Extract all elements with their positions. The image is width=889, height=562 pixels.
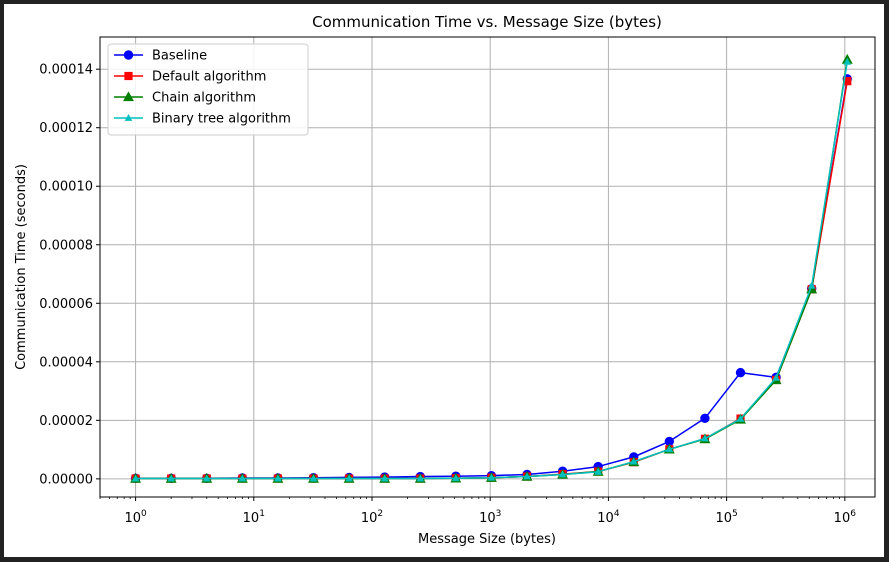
line-chart: Communication Time vs. Message Size (byt… (14, 13, 876, 547)
x-tick-label: 103 (479, 509, 501, 526)
data-point (124, 71, 133, 81)
legend-label: Chain algorithm (152, 91, 256, 106)
x-tick-label: 105 (715, 509, 737, 526)
data-point (843, 57, 852, 65)
legend-label: Baseline (152, 49, 207, 64)
data-point (131, 474, 140, 482)
x-tick-label: 101 (243, 509, 265, 526)
data-point (807, 281, 816, 289)
grid-lines (100, 37, 875, 497)
axis-ticks: 100 101 102 103 104 105 106 0.00000 0.00002 0.000… (39, 63, 856, 526)
data-point (416, 474, 425, 482)
data-point (451, 474, 460, 482)
data-point (487, 473, 496, 481)
data-point (772, 373, 780, 381)
plot-area-frame (99, 36, 876, 498)
legend-box (107, 43, 309, 136)
data-point (123, 50, 134, 60)
y-tick-label: 0.00002 (39, 414, 93, 429)
data-point (700, 413, 710, 423)
data-point (274, 474, 282, 482)
data-point (665, 445, 674, 453)
x-tick-label: 106 (834, 509, 857, 526)
figure-window: Communication Time vs. Message Size (byt… (4, 4, 884, 557)
data-point (202, 474, 211, 482)
x-axis-label: Message Size (bytes) (418, 532, 556, 547)
y-tick-label: 0.00006 (39, 297, 93, 312)
data-point (594, 467, 603, 475)
data-point (380, 474, 389, 482)
legend: Baseline Default algorithm Chain algorithm… (107, 43, 309, 136)
legend-label: Binary tree algorithm (152, 112, 291, 127)
data-point (123, 91, 134, 102)
data-point (558, 470, 567, 478)
y-tick-label: 0.00012 (39, 121, 93, 136)
data-point (345, 474, 353, 482)
data-point (629, 457, 638, 465)
data-point (309, 474, 318, 482)
legend-label: Default algorithm (152, 70, 266, 85)
data-point (167, 474, 176, 482)
data-point (124, 113, 133, 121)
series-layer (130, 53, 853, 483)
y-tick-label: 0.00010 (39, 180, 93, 195)
data-point (701, 434, 709, 442)
x-tick-label: 100 (124, 509, 147, 526)
x-tick-label: 104 (597, 509, 620, 526)
data-point (735, 367, 746, 378)
data-point (523, 472, 531, 480)
series-3 (131, 57, 852, 482)
y-tick-label: 0.00004 (39, 355, 93, 370)
y-tick-label: 0.00000 (39, 472, 93, 487)
data-point (238, 474, 247, 482)
x-tick-label: 102 (361, 509, 383, 526)
y-tick-label: 0.00014 (39, 63, 93, 78)
data-point (736, 414, 745, 422)
chart-title: Communication Time vs. Message Size (byt… (312, 13, 662, 31)
y-tick-label: 0.00008 (39, 238, 93, 253)
y-axis-label: Communication Time (seconds) (14, 164, 29, 370)
